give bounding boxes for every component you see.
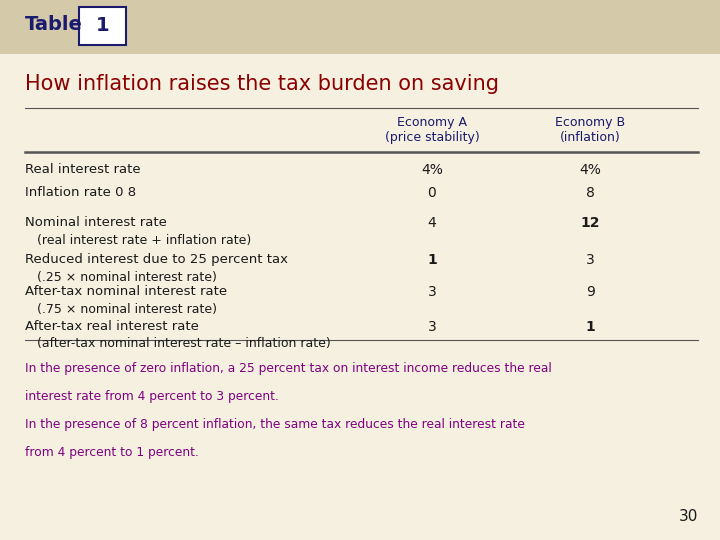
Text: After-tax nominal interest rate: After-tax nominal interest rate xyxy=(25,285,228,298)
Text: Economy B
(inflation): Economy B (inflation) xyxy=(555,116,626,144)
Text: 12: 12 xyxy=(580,216,600,230)
Text: (real interest rate + inflation rate): (real interest rate + inflation rate) xyxy=(25,234,251,247)
Text: How inflation raises the tax burden on saving: How inflation raises the tax burden on s… xyxy=(25,73,499,94)
Text: 3: 3 xyxy=(428,320,436,334)
Text: Reduced interest due to 25 percent tax: Reduced interest due to 25 percent tax xyxy=(25,253,288,266)
Text: Table: Table xyxy=(25,15,83,34)
Text: Economy A
(price stability): Economy A (price stability) xyxy=(384,116,480,144)
Text: 30: 30 xyxy=(679,509,698,524)
Text: 4%: 4% xyxy=(580,163,601,177)
Text: In the presence of 8 percent inflation, the same tax reduces the real interest r: In the presence of 8 percent inflation, … xyxy=(25,418,525,431)
Text: 1: 1 xyxy=(427,253,437,267)
Text: After-tax real interest rate: After-tax real interest rate xyxy=(25,320,199,333)
Text: Inflation rate 0 8: Inflation rate 0 8 xyxy=(25,186,136,199)
Text: (after-tax nominal interest rate – inflation rate): (after-tax nominal interest rate – infla… xyxy=(25,338,331,350)
Text: 4%: 4% xyxy=(421,163,443,177)
FancyBboxPatch shape xyxy=(79,7,126,45)
Text: 1: 1 xyxy=(96,16,109,36)
Text: (.25 × nominal interest rate): (.25 × nominal interest rate) xyxy=(25,271,217,284)
Text: (.75 × nominal interest rate): (.75 × nominal interest rate) xyxy=(25,303,217,316)
Text: 8: 8 xyxy=(586,186,595,200)
Text: 3: 3 xyxy=(586,253,595,267)
Text: 1: 1 xyxy=(585,320,595,334)
Text: 0: 0 xyxy=(428,186,436,200)
Text: interest rate from 4 percent to 3 percent.: interest rate from 4 percent to 3 percen… xyxy=(25,390,279,403)
Text: Real interest rate: Real interest rate xyxy=(25,163,141,176)
Text: In the presence of zero inflation, a 25 percent tax on interest income reduces t: In the presence of zero inflation, a 25 … xyxy=(25,362,552,375)
Text: 4: 4 xyxy=(428,216,436,230)
Text: Nominal interest rate: Nominal interest rate xyxy=(25,216,167,229)
FancyBboxPatch shape xyxy=(0,0,720,54)
Text: 9: 9 xyxy=(586,285,595,299)
Text: 3: 3 xyxy=(428,285,436,299)
Text: from 4 percent to 1 percent.: from 4 percent to 1 percent. xyxy=(25,446,199,459)
